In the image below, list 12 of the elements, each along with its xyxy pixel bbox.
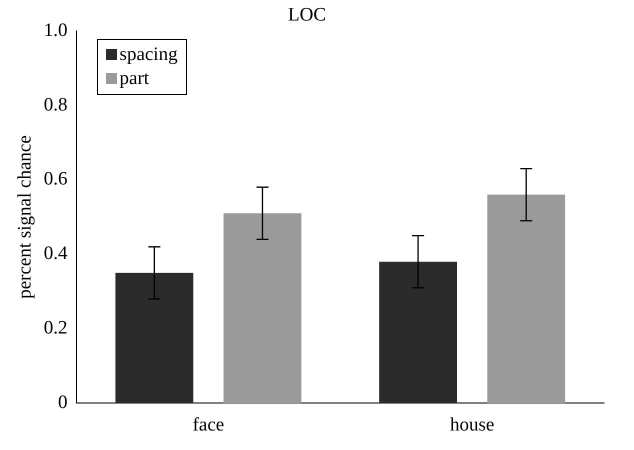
legend-label: spacing xyxy=(120,42,178,67)
y-tick-label: 1.0 xyxy=(44,20,68,41)
legend-label: part xyxy=(120,66,150,91)
chart-title: LOC xyxy=(288,4,326,26)
x-tick-label: face xyxy=(192,414,224,436)
y-tick-label: 0.6 xyxy=(44,168,68,190)
x-tick-label: house xyxy=(450,414,494,436)
y-tick-label: 0 xyxy=(58,392,68,414)
y-tick-label: 0.4 xyxy=(44,243,68,264)
y-axis-title: percent signal chance xyxy=(14,135,36,299)
y-tick-label: 0.8 xyxy=(44,94,68,116)
y-tick-label: 0.2 xyxy=(44,318,68,339)
